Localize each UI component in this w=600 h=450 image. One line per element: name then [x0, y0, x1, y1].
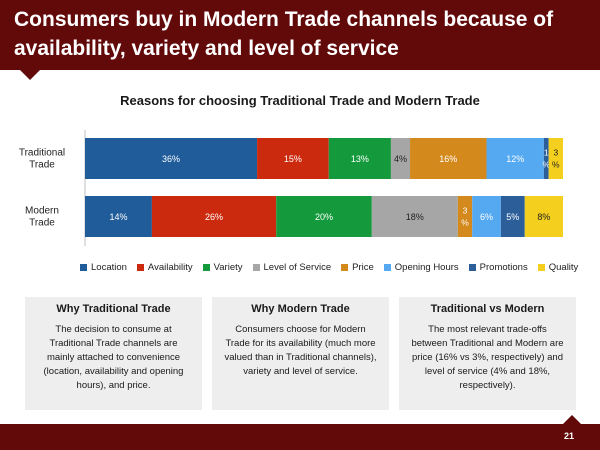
slide-title: Consumers buy in Modern Trade channels b…	[14, 8, 554, 60]
legend-item: Price	[341, 262, 374, 273]
legend-label: Price	[352, 262, 374, 273]
bar-segment	[371, 196, 458, 237]
legend-swatch	[537, 264, 545, 271]
bar-segment	[85, 196, 152, 237]
data-label: 36%	[162, 154, 180, 164]
data-label: 3	[463, 206, 468, 216]
data-label-unit: %	[552, 160, 560, 170]
bar-segment	[410, 138, 487, 179]
data-label: 20%	[315, 212, 333, 222]
chart-legend: Location Availability Variety Level of Serv…	[80, 262, 580, 273]
legend-label: Level of Service	[263, 262, 332, 273]
legend-item: Opening Hours	[383, 262, 459, 273]
bar-segment	[390, 138, 411, 179]
legend-label: Availability	[147, 262, 193, 273]
legend-label: Variety	[213, 262, 243, 273]
data-label: 5%	[506, 212, 519, 222]
legend-swatch	[341, 264, 349, 271]
footer-notch	[563, 415, 581, 424]
data-label-unit: %	[542, 160, 550, 170]
legend-item: Quality	[537, 262, 579, 273]
data-label: 6%	[480, 212, 493, 222]
bar-segment	[151, 196, 277, 237]
data-label-unit: %	[461, 218, 469, 228]
data-label: 15%	[284, 154, 302, 164]
category-label: Modern Trade	[25, 206, 59, 229]
legend-item: Location	[80, 262, 127, 273]
bar-segment	[276, 196, 372, 237]
legend-swatch	[252, 264, 260, 271]
legend-label: Location	[91, 262, 127, 273]
bar-segment	[543, 138, 549, 179]
legend-item: Variety	[202, 262, 243, 273]
data-label: 16%	[439, 154, 457, 164]
bar-segment	[457, 196, 473, 237]
legend-label: Opening Hours	[394, 262, 459, 273]
data-label: 1	[544, 148, 549, 158]
info-box-title: Traditional vs Modern	[430, 303, 545, 315]
bar-segment	[548, 138, 563, 179]
data-label: 12%	[506, 154, 524, 164]
legend-label: Promotions	[479, 262, 528, 273]
page-number: 21	[563, 431, 574, 441]
header-bar: Consumers buy in Modern Trade channels b…	[0, 0, 600, 70]
info-box-title: Why Modern Trade	[251, 303, 350, 315]
legend-item: Promotions	[468, 262, 528, 273]
legend-swatch	[80, 264, 87, 271]
data-label: 3	[553, 148, 558, 158]
info-box-comparison: Traditional vs Modern The most relevant …	[399, 297, 576, 410]
info-box-body: Consumers choose for Modern Trade for it…	[224, 324, 377, 377]
data-label: 8%	[537, 212, 550, 222]
category-label: Traditional Trade	[19, 148, 65, 171]
data-label: 14%	[109, 212, 127, 222]
legend-item: Level of Service	[252, 262, 332, 273]
footer-bar: 21	[0, 424, 600, 450]
info-box-body: The most relevant trade-offs between Tra…	[411, 324, 564, 391]
legend-swatch	[468, 264, 476, 271]
data-label: 18%	[406, 212, 424, 222]
data-label: 26%	[205, 212, 223, 222]
legend-swatch	[136, 264, 144, 271]
legend-label: Quality	[548, 262, 579, 273]
bar-segment	[472, 196, 501, 237]
bar-segment	[85, 138, 258, 179]
legend-swatch	[383, 264, 391, 271]
info-box-body: The decision to consume at Traditional T…	[43, 324, 184, 391]
data-label: 4%	[394, 154, 407, 164]
data-label: 13%	[351, 154, 369, 164]
legend-swatch	[202, 264, 210, 271]
bar-segment	[328, 138, 391, 179]
info-box-title: Why Traditional Trade	[56, 303, 171, 315]
bar-segment	[486, 138, 544, 179]
bar-segment	[524, 196, 563, 237]
legend-item: Availability	[136, 262, 193, 273]
header-notch	[20, 70, 40, 80]
chart-title: Reasons for choosing Traditional Trade a…	[120, 93, 480, 108]
info-box-modern: Why Modern Trade Consumers choose for Mo…	[212, 297, 389, 410]
bar-segment	[500, 196, 525, 237]
info-box-traditional: Why Traditional Trade The decision to co…	[25, 297, 202, 410]
bar-segment	[257, 138, 329, 179]
